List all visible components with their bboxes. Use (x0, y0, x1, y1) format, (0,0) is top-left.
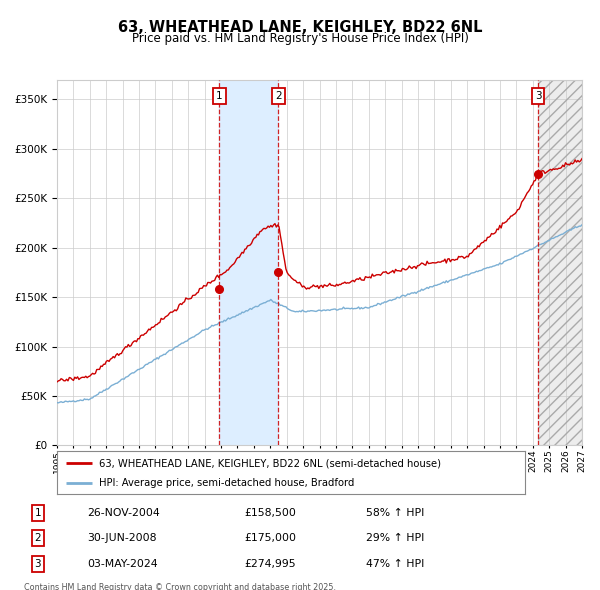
Text: 2: 2 (275, 91, 282, 101)
Text: 30-JUN-2008: 30-JUN-2008 (88, 533, 157, 543)
Text: £274,995: £274,995 (245, 559, 296, 569)
Text: HPI: Average price, semi-detached house, Bradford: HPI: Average price, semi-detached house,… (99, 478, 355, 488)
Text: 2: 2 (34, 533, 41, 543)
Text: Contains HM Land Registry data © Crown copyright and database right 2025.
This d: Contains HM Land Registry data © Crown c… (24, 583, 336, 590)
Text: 1: 1 (216, 91, 223, 101)
Bar (220, 80, 278, 445)
Text: 63, WHEATHEAD LANE, KEIGHLEY, BD22 6NL: 63, WHEATHEAD LANE, KEIGHLEY, BD22 6NL (118, 19, 482, 35)
Text: 58% ↑ HPI: 58% ↑ HPI (366, 508, 425, 518)
Text: 1: 1 (34, 508, 41, 518)
Text: 29% ↑ HPI: 29% ↑ HPI (366, 533, 425, 543)
Bar (538, 80, 582, 445)
Text: 03-MAY-2024: 03-MAY-2024 (88, 559, 158, 569)
Text: 3: 3 (535, 91, 542, 101)
Bar (538, 80, 582, 445)
Text: Price paid vs. HM Land Registry's House Price Index (HPI): Price paid vs. HM Land Registry's House … (131, 32, 469, 45)
Text: £158,500: £158,500 (245, 508, 296, 518)
Text: 3: 3 (34, 559, 41, 569)
Text: 26-NOV-2004: 26-NOV-2004 (88, 508, 160, 518)
Text: £175,000: £175,000 (245, 533, 297, 543)
Text: 63, WHEATHEAD LANE, KEIGHLEY, BD22 6NL (semi-detached house): 63, WHEATHEAD LANE, KEIGHLEY, BD22 6NL (… (99, 458, 441, 468)
Text: 47% ↑ HPI: 47% ↑ HPI (366, 559, 425, 569)
